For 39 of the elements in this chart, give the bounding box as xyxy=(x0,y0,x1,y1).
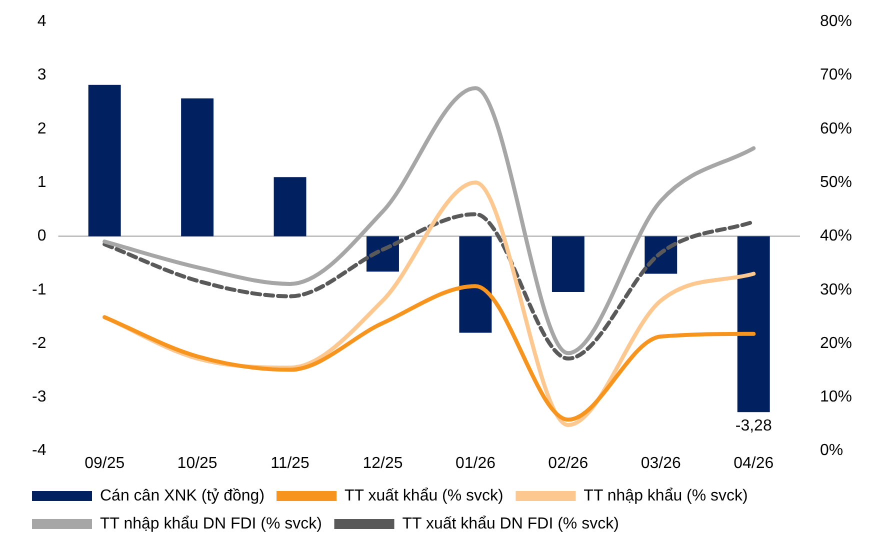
y2-tick-label: 70% xyxy=(820,66,852,84)
x-tick-label: 02/26 xyxy=(548,454,588,472)
legend-label: TT xuất khẩu (% svck) xyxy=(344,487,504,504)
y2-tick-label: 20% xyxy=(820,334,852,352)
y-tick-label: -1 xyxy=(32,281,46,298)
legend-label: TT nhập khẩu (% svck) xyxy=(584,487,748,504)
legend-label: Cán cân XNK (tỷ đồng) xyxy=(100,487,265,504)
legend-label: TT xuất khẩu DN FDI (% svck) xyxy=(402,515,619,532)
y2-tick-label: 30% xyxy=(820,281,852,298)
x-tick-label: 04/26 xyxy=(734,454,774,472)
y-tick-label: 1 xyxy=(37,174,46,191)
y-tick-label: 0 xyxy=(37,228,46,245)
x-tick-label: 12/25 xyxy=(362,454,403,472)
x-tick-label: 01/26 xyxy=(455,454,496,472)
bar xyxy=(181,98,214,236)
line-series xyxy=(102,86,756,356)
y-tick-label: -2 xyxy=(32,334,46,352)
y2-tick-label: 60% xyxy=(820,120,852,138)
y-tick-label: 4 xyxy=(37,13,46,30)
data-label: -3,28 xyxy=(735,418,772,435)
x-tick-label: 03/26 xyxy=(640,454,682,472)
x-tick-label: 10/25 xyxy=(177,454,218,472)
bar xyxy=(737,236,770,412)
y2-tick-label: 50% xyxy=(820,174,852,191)
y-tick-label: -4 xyxy=(32,442,46,460)
x-tick-label: 11/25 xyxy=(270,454,310,472)
y-tick-label: -3 xyxy=(32,388,46,406)
bar xyxy=(274,177,306,236)
y-tick-label: 2 xyxy=(37,120,46,138)
bar xyxy=(88,84,121,236)
x-tick-label: 09/25 xyxy=(84,454,125,472)
y2-tick-label: 80% xyxy=(820,13,852,30)
bar xyxy=(552,236,584,292)
y2-tick-label: 40% xyxy=(820,228,852,245)
bar xyxy=(459,236,492,333)
y2-tick-label: 0% xyxy=(820,442,844,460)
y-tick-label: 3 xyxy=(37,66,46,84)
y2-tick-label: 10% xyxy=(820,388,852,406)
legend-label: TT nhập khẩu DN FDI (% svck) xyxy=(100,515,322,532)
